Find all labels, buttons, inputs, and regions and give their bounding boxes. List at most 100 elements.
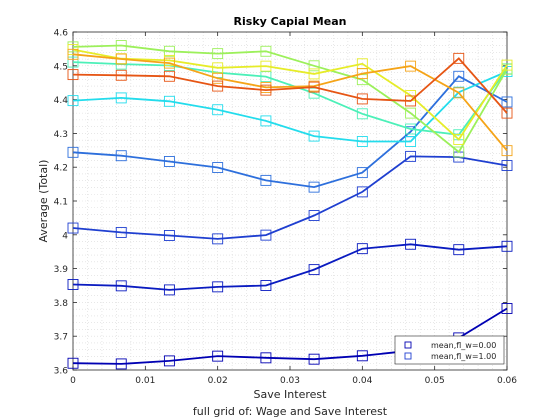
- data-point: [212, 233, 224, 245]
- chart-title: Risky Capial Mean: [234, 15, 347, 28]
- data-point: [405, 238, 417, 250]
- x-tick-label: 0.04: [352, 376, 372, 386]
- data-point: [308, 60, 320, 72]
- data-point: [260, 45, 272, 57]
- y-tick-label: 3.8: [54, 299, 69, 309]
- legend-box: [394, 335, 505, 365]
- data-point: [501, 145, 513, 157]
- data-point: [260, 174, 272, 186]
- data-point: [212, 62, 224, 74]
- data-point: [163, 95, 175, 107]
- data-point: [356, 108, 368, 120]
- data-point: [163, 230, 175, 241]
- data-point: [308, 181, 320, 193]
- data-point: [163, 57, 175, 69]
- series-line: [72, 44, 508, 154]
- data-point: [453, 87, 465, 99]
- data-point: [212, 48, 224, 60]
- data-point: [67, 95, 79, 107]
- series-layer: [67, 40, 513, 370]
- data-point: [212, 162, 224, 173]
- data-point: [163, 156, 175, 167]
- data-point: [501, 96, 513, 108]
- x-tick-label: 0.01: [135, 376, 155, 386]
- data-point: [501, 59, 513, 71]
- data-point: [115, 40, 127, 51]
- data-point: [453, 134, 465, 145]
- y-tick-label: 4.2: [54, 164, 68, 174]
- data-point: [356, 74, 368, 86]
- series-10: [67, 52, 513, 119]
- data-point: [212, 350, 224, 362]
- series-line: [72, 48, 508, 141]
- data-point: [163, 70, 175, 82]
- series-2: [67, 238, 513, 296]
- data-point: [356, 186, 368, 198]
- data-point: [115, 150, 127, 162]
- data-point: [453, 146, 465, 158]
- y-tick-label: 4.3: [54, 130, 68, 140]
- data-point: [453, 52, 465, 64]
- data-point: [308, 210, 320, 221]
- x-tick-label: 0.06: [497, 376, 517, 386]
- data-point: [405, 95, 417, 107]
- data-point: [163, 355, 175, 367]
- y-tick-label: 4.1: [54, 198, 68, 208]
- data-point: [67, 48, 79, 60]
- y-tick-label: 3.7: [54, 333, 68, 343]
- data-point: [260, 229, 272, 241]
- y-tick-label: 4.5: [54, 62, 68, 72]
- data-point: [501, 160, 513, 171]
- data-point: [356, 93, 368, 105]
- data-point: [67, 69, 79, 81]
- data-point: [356, 167, 368, 179]
- data-point: [308, 130, 320, 142]
- data-point: [260, 352, 272, 364]
- data-point: [212, 80, 224, 92]
- data-point: [405, 123, 417, 135]
- series-line: [72, 75, 508, 189]
- data-point: [356, 350, 368, 362]
- legend-label: mean,fl_w=0.00: [431, 341, 496, 350]
- data-point: [405, 150, 417, 162]
- data-point: [67, 56, 79, 68]
- data-point: [356, 243, 368, 255]
- x-tick-label: 0.03: [280, 376, 300, 386]
- legend-label: mean,fl_w=1.00: [431, 352, 496, 361]
- data-point: [308, 68, 320, 80]
- data-point: [115, 69, 127, 81]
- data-point: [405, 60, 417, 72]
- data-point: [501, 107, 513, 119]
- series-7: [67, 40, 513, 158]
- data-point: [260, 60, 272, 72]
- data-point: [115, 358, 127, 370]
- data-point: [453, 244, 465, 256]
- data-point: [308, 87, 320, 99]
- figure-caption: full grid of: Wage and Save Interest: [193, 405, 388, 418]
- data-point: [115, 280, 127, 292]
- y-tick-label: 3.6: [54, 367, 69, 377]
- legend-entries: mean,fl_w=0.00 mean,fl_w=1.00: [404, 341, 496, 361]
- data-point: [67, 279, 79, 290]
- y-axis-label: Average (Total): [37, 160, 50, 243]
- legend-marker: [404, 341, 412, 349]
- data-point: [501, 240, 513, 252]
- data-point: [260, 280, 272, 291]
- data-point: [501, 303, 513, 314]
- data-point: [163, 45, 175, 57]
- x-tick-label: 0.05: [425, 376, 445, 386]
- data-point: [308, 353, 320, 365]
- axis-ticks: 0 0.01 0.02 0.03 0.04 0.05 0.06 3.6 3.7 3.8 3.9 4 4.…: [54, 29, 518, 387]
- data-point: [453, 70, 465, 82]
- x-tick-label: 0: [70, 376, 76, 386]
- series-line: [72, 243, 508, 291]
- x-tick-label: 0.02: [208, 376, 228, 386]
- data-point: [212, 104, 224, 116]
- y-tick-label: 4.4: [54, 96, 69, 106]
- data-point: [308, 264, 320, 276]
- data-point: [115, 92, 127, 104]
- data-point: [115, 53, 127, 65]
- data-point: [67, 357, 79, 369]
- data-point: [405, 136, 417, 147]
